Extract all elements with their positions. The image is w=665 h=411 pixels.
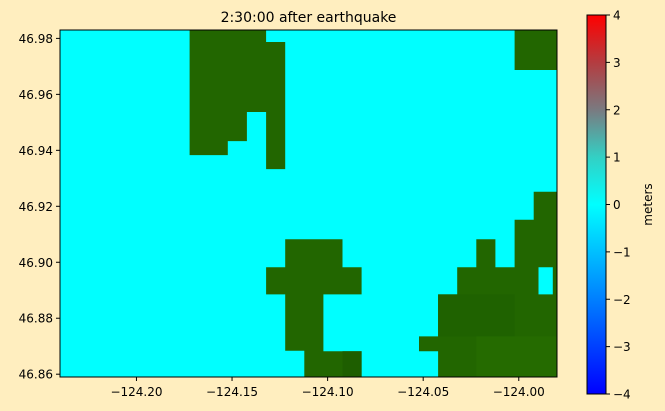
land-layer (189, 30, 557, 377)
colorbar-tick-label: −4 (613, 388, 631, 402)
colorbar-tick-label: 1 (613, 151, 621, 165)
water-pocket-2 (419, 351, 439, 377)
colorbar-label: meters (641, 183, 655, 225)
x-tick-label: −124.05 (397, 385, 449, 399)
colorbar-tick-label: 4 (613, 9, 621, 23)
colorbar-tick-label: −1 (613, 245, 631, 259)
y-axis: 46.86 46.88 46.90 46.92 46.94 46.96 46.98 (19, 32, 60, 382)
colorbar-tick-label: −3 (613, 340, 631, 354)
land-region-1 (189, 30, 286, 170)
water-pocket-1 (538, 267, 553, 295)
plot-area (59, 29, 558, 378)
colorbar-gradient (587, 15, 606, 394)
x-tick-label: −124.20 (110, 385, 162, 399)
land-region-3 (514, 30, 557, 70)
land-region-2 (266, 239, 362, 377)
y-tick-label: 46.90 (19, 256, 53, 270)
y-tick-label: 46.94 (19, 144, 53, 158)
y-tick-label: 46.88 (19, 312, 53, 326)
land-shade-patch-2 (476, 336, 557, 377)
colorbar-tick-label: 0 (613, 198, 621, 212)
x-axis: −124.20 −124.15 −124.10 −124.05 −124.00 (110, 377, 545, 399)
y-tick-label: 46.96 (19, 88, 53, 102)
land-shade-patch-3 (342, 351, 362, 377)
colorbar-ticks: 4 3 2 1 0 −1 −2 −3 −4 (606, 9, 631, 402)
y-tick-label: 46.86 (19, 368, 53, 382)
chart-title: 2:30:00 after earthquake (221, 10, 397, 26)
colorbar-tick-label: −2 (613, 293, 631, 307)
x-tick-label: −124.10 (302, 385, 354, 399)
land-shade-patch-1 (438, 294, 515, 337)
x-tick-label: −124.00 (493, 385, 545, 399)
y-tick-label: 46.98 (19, 32, 53, 46)
x-tick-label: −124.15 (206, 385, 258, 399)
colorbar-tick-label: 2 (613, 103, 621, 117)
colorbar-tick-label: 3 (613, 56, 621, 70)
y-tick-label: 46.92 (19, 200, 53, 214)
colorbar: 4 3 2 1 0 −1 −2 −3 −4 meters (586, 9, 655, 402)
plot-frame (59, 29, 558, 378)
